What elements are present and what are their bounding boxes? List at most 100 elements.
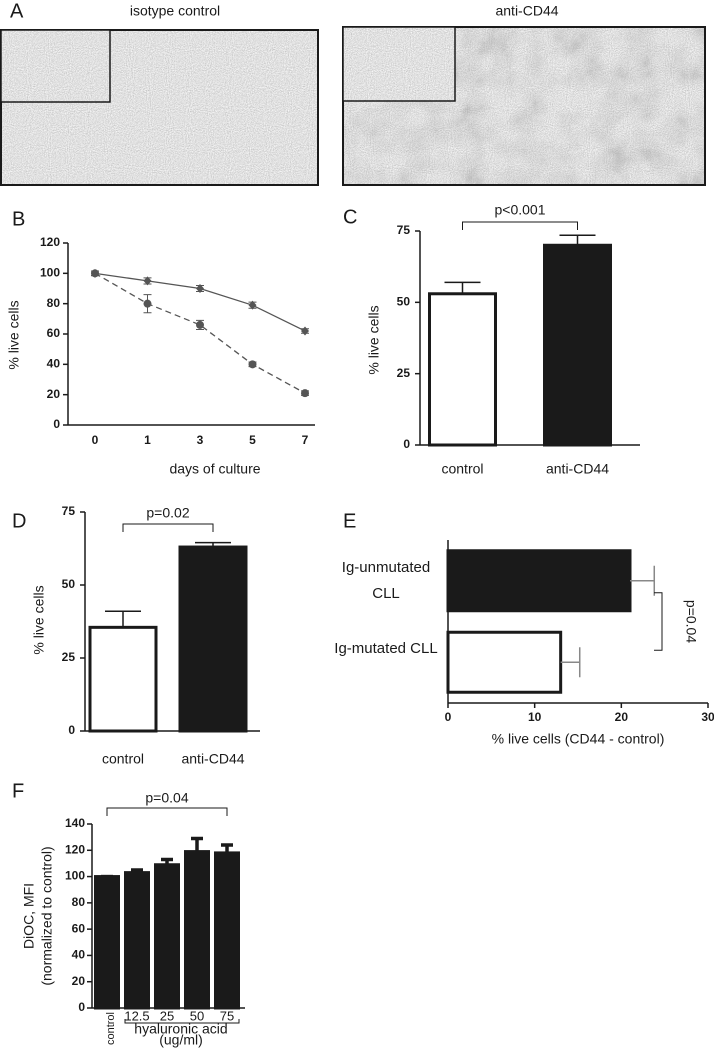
y-axis-label: (normalized to control) <box>39 846 55 985</box>
bar <box>184 850 210 1010</box>
error-bar <box>161 857 173 865</box>
x-tick-label: 0 <box>445 710 452 724</box>
x-tick-label: 25 <box>160 1008 174 1023</box>
y-tick-label: Ig-mutated CLL <box>334 640 438 658</box>
significance-bracket <box>654 592 663 651</box>
marker <box>248 300 257 310</box>
bar <box>178 545 248 733</box>
y-tick-label: 60 <box>72 921 86 935</box>
error-bar <box>105 610 141 628</box>
panel-label: B <box>12 208 25 230</box>
bar <box>214 851 240 1010</box>
y-tick-label: 75 <box>62 504 76 518</box>
error-bar <box>131 868 143 873</box>
y-axis-label: % live cells <box>6 300 22 369</box>
x-tick-label: 20 <box>615 710 629 724</box>
x-tick-label: 3 <box>197 433 204 447</box>
x-tick-label: 10 <box>528 710 542 724</box>
x-tick-label: 0 <box>92 433 99 447</box>
y-axis-label: % live cells <box>366 305 382 374</box>
x-tick-label: 12.5 <box>124 1008 149 1023</box>
y-tick-label: 0 <box>403 437 410 451</box>
marker <box>301 326 309 336</box>
error-bar <box>559 234 596 246</box>
x-tick-label: 75 <box>220 1008 234 1023</box>
y-axis-label: DiOC, MFI <box>21 883 37 949</box>
x-tick-label: 5 <box>249 433 256 447</box>
y-tick-label: 75 <box>397 223 411 237</box>
annotation: p=0.04 <box>683 600 699 643</box>
annotation: p=0.04 <box>145 790 188 806</box>
x-tick-label: 30 <box>701 710 714 724</box>
x-axis-label: (ug/ml) <box>159 1032 203 1048</box>
y-tick-label: 50 <box>397 295 411 309</box>
y-axis-label: % live cells <box>31 585 47 654</box>
annotation: p<0.001 <box>495 202 546 218</box>
x-tick-label: control <box>102 751 144 767</box>
y-tick-label: Ig-unmutated CLL <box>341 558 431 602</box>
error-bar <box>630 565 656 596</box>
error-bar <box>221 843 233 853</box>
marker <box>248 360 257 369</box>
error-bar <box>191 836 203 852</box>
y-tick-label: 120 <box>65 842 85 856</box>
x-tick-label: 1 <box>144 433 151 447</box>
series-line <box>94 272 306 394</box>
y-tick-label: 25 <box>62 650 76 664</box>
y-tick-label: 140 <box>65 816 85 830</box>
micrograph <box>0 29 319 186</box>
error-bar <box>560 647 581 678</box>
y-tick-label: 80 <box>47 296 61 310</box>
bar <box>543 243 612 447</box>
y-tick-label: 0 <box>53 417 60 431</box>
y-tick-label: 40 <box>47 357 61 371</box>
error-bar <box>195 541 231 548</box>
y-tick-label: 25 <box>397 366 411 380</box>
marker <box>196 284 204 293</box>
bar <box>88 625 158 733</box>
significance-bracket <box>106 807 228 816</box>
y-tick-label: 0 <box>68 723 75 737</box>
error-bar <box>444 281 481 294</box>
bar <box>154 863 180 1010</box>
bar <box>124 871 150 1010</box>
x-tick-label: control <box>105 1012 117 1045</box>
bar <box>446 630 563 694</box>
marker <box>196 320 204 329</box>
annotation: p=0.02 <box>146 505 189 521</box>
marker <box>143 276 152 286</box>
y-tick-label: 20 <box>47 387 61 401</box>
y-tick-label: 20 <box>72 974 86 988</box>
y-tick-label: 100 <box>65 869 85 883</box>
group-bracket <box>124 1019 240 1024</box>
y-tick-label: 50 <box>62 577 76 591</box>
y-tick-label: 0 <box>78 1000 85 1014</box>
x-tick-label: 7 <box>302 433 309 447</box>
micrograph <box>342 26 706 186</box>
x-tick-label: anti-CD44 <box>181 751 244 767</box>
panel-label: D <box>12 510 26 532</box>
y-tick-label: 120 <box>40 235 60 249</box>
y-tick-label: 40 <box>72 948 86 962</box>
panel-label: E <box>343 510 356 532</box>
bar <box>428 292 497 447</box>
x-axis-label: % live cells (CD44 - control) <box>492 731 665 747</box>
panel-label: A <box>10 0 24 22</box>
x-axis-label: days of culture <box>169 461 260 477</box>
x-axis-label: hyaluronic acid <box>134 1021 227 1037</box>
y-tick-label: 80 <box>72 895 86 909</box>
panel-label: F <box>12 780 24 802</box>
x-tick-label: anti-CD44 <box>546 461 609 477</box>
marker <box>91 269 99 278</box>
significance-bracket <box>462 221 578 230</box>
marker <box>143 299 152 308</box>
significance-bracket <box>122 523 214 532</box>
x-tick-label: control <box>441 461 483 477</box>
x-tick-label: 50 <box>190 1008 204 1023</box>
y-tick-label: 100 <box>40 266 60 280</box>
bar <box>446 549 632 613</box>
image-label: isotype control <box>130 3 220 19</box>
image-label: anti-CD44 <box>495 3 558 19</box>
